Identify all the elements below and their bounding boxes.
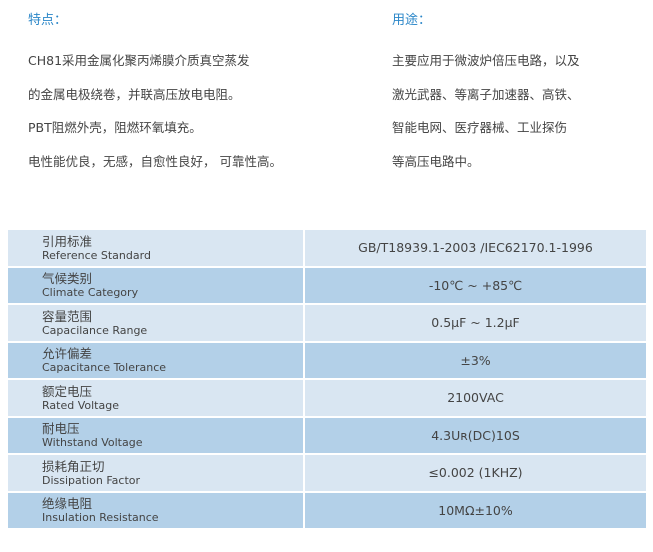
spec-table: 引用标准 Reference Standard GB/T18939.1-2003 /… [8, 228, 646, 530]
features-line: 的金属电极绕卷，并联高压放电电阻。 [28, 86, 241, 102]
features-section: 特点： CH81采用金属化聚丙烯膜介质真空蒸发 的金属电极绕卷，并联高压放电电阻… [28, 10, 282, 179]
spec-label-zh: 引用标准 [42, 233, 93, 249]
spec-label-en: Dissipation Factor [42, 473, 141, 487]
spec-value: 10MΩ±10% [305, 492, 646, 528]
features-line: CH81采用金属化聚丙烯膜介质真空蒸发 [28, 53, 250, 68]
spec-value: 2100VAC [305, 380, 646, 416]
spec-row: 允许偏差 Capacitance Tolerance ±3% [8, 342, 646, 378]
applications-line: 智能电网、医疗器械、工业探伤 [392, 120, 568, 136]
spec-label-zh: 气候类别 [42, 271, 93, 287]
applications-line: 主要应用于微波炉倍压电路，以及 [392, 53, 580, 68]
spec-row: 引用标准 Reference Standard GB/T18939.1-2003 /… [8, 230, 646, 266]
applications-line: 激光武器、等离子加速器、高铁、 [392, 86, 580, 102]
features-heading: 特点： [28, 13, 68, 28]
applications-section: 用途： 主要应用于微波炉倍压电路，以及 激光武器、等离子加速器、高铁、 智能电网… [392, 10, 580, 179]
spec-label-en: Withstand Voltage [42, 436, 143, 450]
spec-label-en: Insulation Resistance [42, 511, 159, 525]
spec-row: 耐电压 Withstand Voltage 4.3Uʀ(DC)10S [8, 417, 646, 453]
spec-label-zh: 损耗角正切 [42, 458, 105, 474]
spec-label: 气候类别 Climate Category [8, 267, 305, 303]
features-line: PBT阻燃外壳，阻燃环氧填充。 [28, 120, 202, 136]
spec-value: ≤0.002 (1KHZ) [305, 455, 646, 491]
spec-label-en: Capacitance Tolerance [42, 361, 167, 375]
spec-label-zh: 容量范围 [42, 308, 93, 324]
spec-value: GB/T18939.1-2003 /IEC62170.1-1996 [305, 230, 646, 266]
spec-label: 允许偏差 Capacitance Tolerance [8, 342, 305, 378]
spec-label-en: Reference Standard [42, 248, 151, 262]
spec-label: 额定电压 Rated Voltage [8, 380, 305, 416]
applications-line: 等高压电路中。 [392, 154, 480, 170]
spec-label-zh: 绝缘电阻 [42, 496, 93, 512]
spec-value: -10℃ ~ +85℃ [305, 267, 646, 303]
spec-label-en: Rated Voltage [42, 398, 119, 412]
spec-label: 容量范围 Capacilance Range [8, 305, 305, 341]
spec-row: 容量范围 Capacilance Range 0.5μF ~ 1.2μF [8, 305, 646, 341]
spec-row: 绝缘电阻 Insulation Resistance 10MΩ±10% [8, 492, 646, 528]
spec-value: 0.5μF ~ 1.2μF [305, 305, 646, 341]
spec-label: 引用标准 Reference Standard [8, 230, 305, 266]
spec-value: 4.3Uʀ(DC)10S [305, 417, 646, 453]
spec-label-en: Climate Category [42, 286, 139, 300]
applications-heading: 用途： [392, 13, 432, 28]
spec-value: ±3% [305, 342, 646, 378]
spec-label-en: Capacilance Range [42, 323, 148, 337]
spec-label-zh: 额定电压 [42, 383, 93, 399]
spec-label: 耐电压 Withstand Voltage [8, 417, 305, 453]
features-line: 电性能优良，无感，自愈性良好， 可靠性高。 [28, 154, 282, 170]
spec-row: 气候类别 Climate Category -10℃ ~ +85℃ [8, 267, 646, 303]
spec-row: 损耗角正切 Dissipation Factor ≤0.002 (1KHZ) [8, 455, 646, 491]
spec-label: 损耗角正切 Dissipation Factor [8, 455, 305, 491]
spec-label-zh: 允许偏差 [42, 346, 93, 362]
spec-label-zh: 耐电压 [42, 421, 80, 437]
spec-row: 额定电压 Rated Voltage 2100VAC [8, 380, 646, 416]
spec-label: 绝缘电阻 Insulation Resistance [8, 492, 305, 528]
